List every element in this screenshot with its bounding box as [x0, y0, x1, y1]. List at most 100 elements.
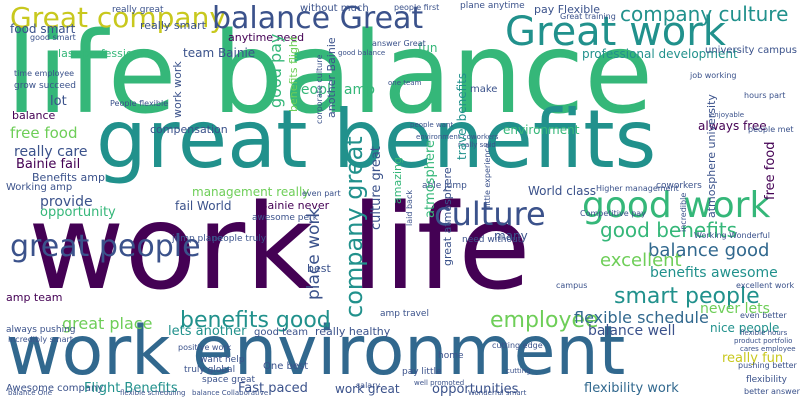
word-university-campus: university campus — [705, 45, 797, 56]
word-higher-management: Higher management — [596, 184, 679, 193]
word-amazing: amazing — [391, 157, 404, 204]
word-benefits-amp: Benefits amp — [32, 171, 105, 184]
word-really-solid: really solid — [458, 141, 496, 149]
word-job-working: job working — [690, 71, 737, 80]
word-really-care: really care — [14, 144, 88, 160]
word-class-professional: class professional — [52, 47, 150, 60]
word-food-smart: food smart — [10, 22, 76, 36]
word-without-much: without much — [300, 3, 369, 14]
word-flexible-hours: flexible hours — [740, 329, 788, 337]
word-truly-global: truly global — [184, 365, 236, 375]
word-amp-travel: amp travel — [380, 309, 429, 319]
word-great-company: Great company — [10, 1, 226, 34]
word-life-balance: life balance — [6, 9, 654, 139]
word-many: many — [494, 229, 528, 243]
word-people-amp: people amp — [292, 82, 376, 98]
word-awesome-company: Awesome company — [6, 383, 104, 394]
word-cutting: cutting — [506, 367, 531, 375]
word-balance-left: balance — [12, 109, 56, 122]
word-place-work: place work — [304, 207, 324, 300]
word-compensation: compensation — [150, 123, 228, 136]
word-travel-benefits: travel benefits — [455, 72, 469, 160]
word-great-work: Great work — [505, 9, 726, 55]
word-balance-great: balance Great — [212, 1, 424, 36]
word-even-better: even better — [740, 311, 787, 320]
word-little-experience: little experience — [483, 143, 492, 208]
word-wonderful-smart: Wonderful smart — [468, 389, 527, 397]
word-always-pushing: always pushing — [6, 325, 76, 335]
word-company-great: company great — [340, 136, 368, 318]
word-well-promoted: well promoted — [414, 379, 465, 387]
word-fail-world: fail World — [175, 199, 232, 213]
word-environment: environment — [503, 123, 580, 137]
word-great-people: great people — [10, 229, 201, 264]
word-laid-back: laid back — [405, 190, 414, 226]
word-balance-collaborative: balance Collaborative — [192, 389, 269, 397]
word-benefits-good: benefits good — [180, 308, 331, 333]
word-time-employee: time employee — [14, 69, 75, 78]
word-flexibility: flexibility — [746, 375, 787, 385]
word-anytime-need: anytime need — [228, 31, 305, 44]
word-work-work: work work — [171, 61, 184, 118]
word-excellent: excellent — [600, 250, 682, 271]
word-really-fun: really fun — [722, 351, 784, 366]
word-incredibly-smart: incredibly smart — [8, 335, 73, 344]
word-another-bainie: another Bainie — [325, 37, 338, 118]
word-one-best: One best — [263, 361, 309, 372]
word-really-great: really great — [112, 5, 164, 15]
word-amp-team: amp team — [6, 291, 63, 304]
word-culture-great: culture great — [369, 146, 384, 230]
word-space-great: space great — [202, 375, 256, 385]
word-working-amp: Working amp — [6, 182, 73, 193]
word-want-help: want help — [200, 355, 245, 365]
word-best: best — [307, 262, 331, 275]
word-flexible-scheduling: flexible scheduling — [120, 389, 186, 397]
word-good-team: good team — [254, 327, 309, 338]
word-nice-people: nice people — [710, 321, 780, 335]
word-good-smart: good smart — [30, 33, 76, 42]
word-cares-employee: cares employee — [740, 345, 796, 353]
word-smart-people: smart people — [614, 284, 760, 309]
word-flexible-schedule: flexible schedule — [574, 308, 709, 327]
word-coworkers: coworkers — [656, 181, 702, 191]
word-pushing-better: pushing better — [738, 361, 797, 370]
word-work-great: work great — [335, 382, 400, 396]
word-great-place: great place — [62, 314, 153, 333]
word-team-bainie: team Bainie — [183, 46, 256, 60]
word-really-smart: really smart — [140, 19, 206, 32]
word-excellent-work: excellent work — [736, 281, 795, 290]
word-great-benefits: great benefits — [96, 93, 657, 186]
word-awesome-perk: awesome perk — [252, 213, 318, 223]
word-atmosphere: atmosphere — [423, 140, 438, 218]
word-balance-good: balance good — [648, 240, 770, 261]
word-work-environment: work environment — [6, 312, 626, 391]
word-people-met: people met — [748, 125, 794, 134]
word-cutting-edge: cutting edge — [492, 341, 543, 350]
word-lets-another: lets another — [168, 324, 247, 339]
word-great-training: Great training — [560, 12, 616, 21]
word-pay-little: pay little — [402, 367, 442, 377]
word-always-free: always free — [698, 119, 767, 133]
word-better-answer: better answer — [744, 387, 800, 396]
word-bainie-never: Bainie never — [260, 199, 330, 212]
word-bainie-fail: Bainie fail — [16, 157, 81, 172]
word-free-food-left: free food — [10, 124, 78, 142]
word-enjoyable: enjoyable — [710, 111, 745, 119]
word-environment-coworkers: environment coworkers — [416, 133, 499, 141]
word-plane-anytime: plane anytime — [460, 1, 525, 11]
word-product-portfolio: product portfolio — [734, 337, 793, 345]
word-people-first: people first — [394, 3, 440, 12]
word-benefits-awesome: benefits awesome — [650, 265, 778, 281]
word-good-work: good work — [582, 185, 771, 226]
word-work-life: work life — [28, 178, 531, 316]
word-balance-well: balance well — [588, 323, 676, 339]
word-people-truly: people truly — [212, 234, 267, 244]
word-one-team: one team — [388, 79, 422, 87]
word-management-really: management really — [192, 185, 310, 199]
word-corporate-culture: corporate culture — [315, 54, 324, 124]
word-answer-great: answer Great — [372, 39, 426, 48]
word-benefits-flight: benefits flight — [287, 35, 300, 112]
word-employee: employee — [490, 308, 599, 333]
word-lot: lot — [50, 94, 67, 109]
